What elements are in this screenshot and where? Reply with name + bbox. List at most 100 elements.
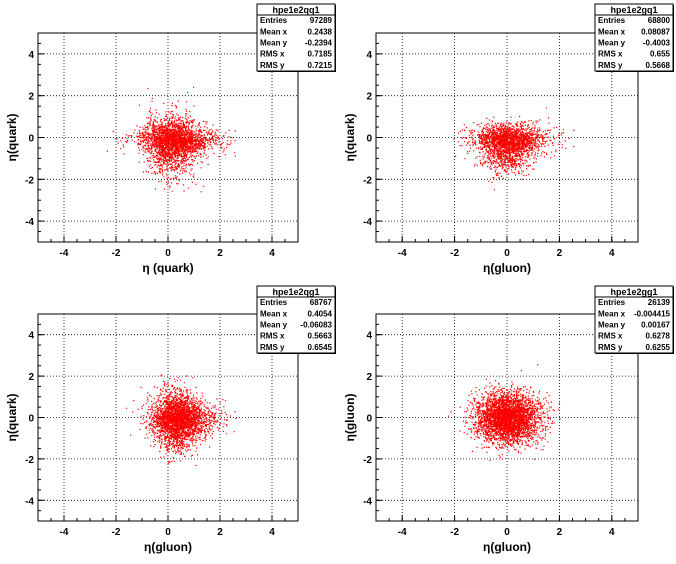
- y-axis-label: η(quark): [5, 113, 19, 161]
- stats-label: Mean y: [598, 320, 626, 329]
- x-tick-label: 0: [165, 527, 171, 538]
- y-tick-label: -4: [363, 217, 372, 228]
- x-tick-label: -2: [450, 527, 459, 538]
- stats-value: -0.2394: [305, 38, 333, 47]
- stats-label: RMS y: [260, 343, 285, 352]
- scatter-point-cloud: [125, 374, 237, 466]
- stats-value: 0.7185: [308, 50, 333, 59]
- y-tick-label: -2: [25, 175, 34, 186]
- x-tick-label: -4: [398, 248, 407, 259]
- stats-label: Mean y: [598, 38, 626, 47]
- x-tick-label: -2: [112, 527, 121, 538]
- stats-value: 0.6278: [646, 332, 671, 341]
- stats-label: RMS x: [598, 332, 623, 341]
- stats-value: 0.6255: [646, 343, 671, 352]
- stats-label: RMS y: [260, 61, 285, 70]
- scatter-points: [453, 107, 575, 191]
- stats-value: 0.00167: [641, 320, 670, 329]
- x-tick-label: 4: [609, 527, 615, 538]
- stats-value: 68800: [648, 16, 671, 25]
- x-tick-label: 2: [217, 527, 223, 538]
- stats-value: 97289: [310, 16, 333, 25]
- stats-value: -0.4003: [643, 38, 671, 47]
- stats-label: RMS x: [260, 332, 285, 341]
- scatter-point-cloud: [453, 107, 575, 191]
- stats-value: 26139: [648, 298, 671, 307]
- x-tick-label: 0: [504, 248, 510, 259]
- y-tick-label: 4: [366, 331, 372, 342]
- stats-label: Mean y: [260, 320, 288, 329]
- x-tick-label: 2: [557, 527, 563, 538]
- stats-value: 0.6545: [308, 343, 333, 352]
- stats-value: 0.5668: [646, 61, 671, 70]
- stats-value: 0.655: [650, 50, 671, 59]
- y-tick-label: 4: [28, 50, 34, 61]
- y-tick-label: -4: [25, 217, 34, 228]
- y-axis-label: η(quark): [343, 113, 357, 161]
- x-tick-label: 4: [609, 248, 615, 259]
- stats-label: RMS y: [598, 343, 623, 352]
- y-tick-label: 0: [366, 414, 372, 425]
- y-tick-label: -4: [363, 496, 372, 507]
- y-tick-label: 4: [366, 50, 372, 61]
- x-tick-label: -4: [398, 527, 407, 538]
- x-tick-label: -2: [112, 248, 121, 259]
- stats-label: Entries: [598, 16, 626, 25]
- stats-label: RMS y: [598, 61, 623, 70]
- stats-value: -0.06083: [300, 320, 332, 329]
- stats-label: Mean x: [260, 309, 288, 318]
- y-axis-label: η(gluon): [343, 394, 357, 442]
- stats-label: Entries: [598, 298, 626, 307]
- stats-value: 0.7215: [308, 61, 333, 70]
- y-tick-label: 0: [28, 134, 34, 145]
- stats-value: 0.5663: [308, 332, 333, 341]
- x-tick-label: -4: [60, 527, 69, 538]
- x-tick-label: 2: [557, 248, 563, 259]
- stats-box-title: hpe1e2qg1: [272, 287, 319, 297]
- x-tick-label: -4: [60, 248, 69, 259]
- x-tick-label: -2: [450, 248, 459, 259]
- stats-label: Entries: [260, 16, 288, 25]
- x-tick-label: 2: [217, 248, 223, 259]
- scatter-points: [106, 86, 236, 193]
- scatter-point-cloud: [106, 86, 236, 193]
- y-tick-label: 4: [28, 331, 34, 342]
- stats-label: Mean y: [260, 38, 288, 47]
- stats-value: -0.004415: [634, 309, 671, 318]
- stats-value: 68767: [310, 298, 333, 307]
- stats-label: Mean x: [260, 27, 288, 36]
- panel-3: -4 -2 0 2 4 -4 -2 0 2 4 η(gluon) η(quark) hpe1e2qg1E…: [5, 285, 336, 554]
- stats-box-title: hpe1e2gg1: [610, 287, 657, 297]
- scatter-point-cloud: [447, 364, 561, 461]
- y-tick-label: 2: [366, 92, 372, 103]
- stats-label: Mean x: [598, 27, 626, 36]
- y-tick-label: 2: [28, 92, 34, 103]
- y-tick-label: 0: [28, 414, 34, 425]
- stats-value: 0.2438: [308, 27, 333, 36]
- stats-label: RMS x: [260, 50, 285, 59]
- y-tick-label: -2: [363, 175, 372, 186]
- x-tick-label: 4: [269, 527, 275, 538]
- stats-box-title: hpe1e2qq1: [272, 5, 319, 15]
- panel-1: -4 -2 0 2 4 -4 -2 0 2 4 η (quark) η(quark) hpe1e2qq1…: [5, 3, 336, 275]
- x-axis-label: η (quark): [142, 261, 193, 275]
- x-axis-label: η(gluon): [483, 540, 531, 554]
- stats-label: Mean x: [598, 309, 626, 318]
- x-axis-label: η(gluon): [483, 261, 531, 275]
- y-tick-label: 2: [28, 372, 34, 383]
- y-tick-label: 0: [366, 134, 372, 145]
- y-tick-label: -2: [25, 455, 34, 466]
- stats-box-title: hpe1e2gq1: [610, 5, 657, 15]
- panel-4: -4 -2 0 2 4 -4 -2 0 2 4 η(gluon) η(gluon) hpe1e2gg1E…: [343, 285, 674, 554]
- scatter-points: [447, 364, 561, 461]
- stats-label: Entries: [260, 298, 288, 307]
- y-axis-label: η(quark): [5, 393, 19, 441]
- y-tick-label: -4: [25, 496, 34, 507]
- x-tick-label: 0: [504, 527, 510, 538]
- x-tick-label: 0: [165, 248, 171, 259]
- panel-2: -4 -2 0 2 4 -4 -2 0 2 4 η(gluon) η(quark) hpe1e2gq1E…: [343, 3, 674, 275]
